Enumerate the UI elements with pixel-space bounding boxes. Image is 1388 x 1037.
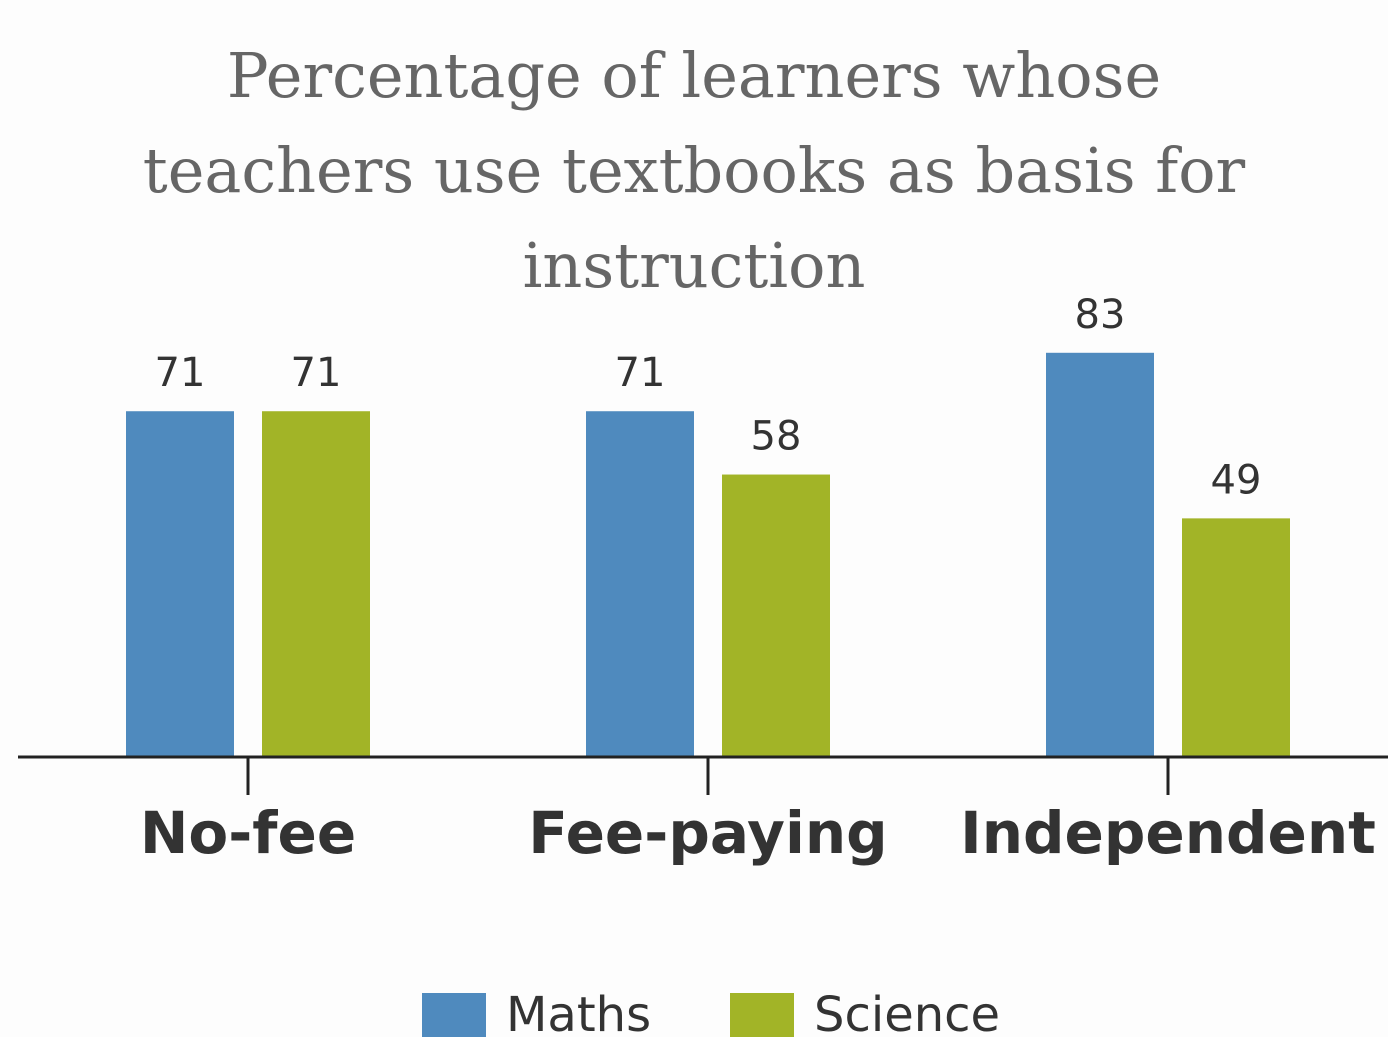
x-tick-label: No-fee xyxy=(140,799,356,867)
legend-swatch xyxy=(730,993,794,1037)
bar xyxy=(722,474,830,757)
bar xyxy=(126,411,234,757)
x-tick-label: Independent xyxy=(960,799,1376,867)
bar xyxy=(1046,352,1154,757)
data-label: 71 xyxy=(291,350,342,396)
legend-swatch xyxy=(422,993,486,1037)
data-label: 71 xyxy=(615,350,666,396)
data-label: 71 xyxy=(155,350,206,396)
data-label: 49 xyxy=(1211,457,1262,503)
bar xyxy=(1182,518,1290,757)
bar xyxy=(586,411,694,757)
legend-label: Maths xyxy=(506,987,651,1037)
x-tick-label: Fee-paying xyxy=(528,799,887,867)
bar xyxy=(262,411,370,757)
chart-title: Percentage of learners whose teachers us… xyxy=(142,39,1246,302)
legend-label: Science xyxy=(814,987,1000,1037)
data-label: 58 xyxy=(751,414,802,460)
data-label: 83 xyxy=(1075,292,1126,338)
